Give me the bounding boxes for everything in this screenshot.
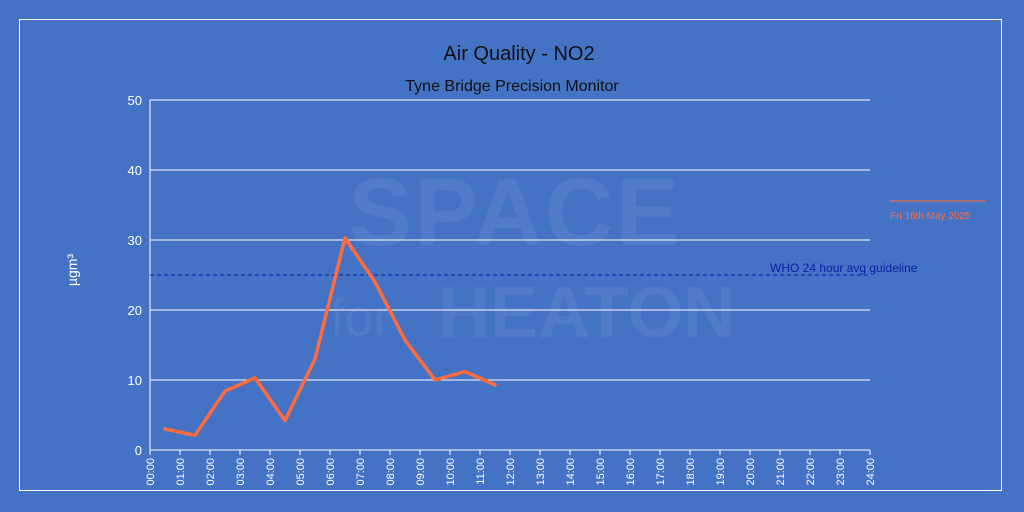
chart-subtitle: Tyne Bridge Precision Monitor xyxy=(405,78,619,95)
x-tick-label: 18:00 xyxy=(685,458,697,486)
series-line xyxy=(163,236,497,438)
watermark-line1: SPACE xyxy=(348,159,682,266)
y-tick-label: 30 xyxy=(128,233,142,248)
x-tick-label: 00:00 xyxy=(145,458,157,486)
who-guideline-label: WHO 24 hour avg guideline xyxy=(770,261,918,275)
x-tick-label: 14:00 xyxy=(565,458,577,486)
data-point xyxy=(373,280,377,284)
x-tick-label: 03:00 xyxy=(235,458,247,486)
x-tick-label: 08:00 xyxy=(385,458,397,486)
x-tick-label: 07:00 xyxy=(355,458,367,486)
x-tick-label: 17:00 xyxy=(655,458,667,486)
watermark-line2a: for xyxy=(330,289,391,347)
data-point xyxy=(403,338,407,342)
gridlines xyxy=(150,99,870,381)
data-point xyxy=(223,389,227,393)
x-tick-label: 02:00 xyxy=(205,458,217,486)
data-point xyxy=(283,419,287,423)
y-tick-label: 0 xyxy=(135,443,142,458)
y-axis-ticks: 0 10 20 30 40 50 xyxy=(128,93,142,458)
data-point xyxy=(193,433,197,437)
x-tick-label: 19:00 xyxy=(715,458,727,486)
series-layer xyxy=(163,236,497,438)
data-point xyxy=(313,357,317,361)
legend-label: Fri 16th May 2025 xyxy=(890,211,971,222)
data-point xyxy=(493,383,497,387)
x-tick-label: 23:00 xyxy=(835,458,847,486)
data-point xyxy=(253,376,257,380)
data-point xyxy=(343,236,347,240)
x-tick-label: 21:00 xyxy=(775,458,787,486)
x-tick-label: 15:00 xyxy=(595,458,607,486)
x-tick-label: 12:00 xyxy=(505,458,517,486)
x-tick-label: 09:00 xyxy=(415,458,427,486)
chart-frame xyxy=(19,19,1002,491)
x-tick-label: 05:00 xyxy=(295,458,307,486)
chart-title: Air Quality - NO2 xyxy=(443,43,594,65)
x-tick-label: 11:00 xyxy=(475,458,487,485)
y-tick-label: 10 xyxy=(128,373,142,388)
watermark-line2b: HEATON xyxy=(438,273,735,353)
x-tick-label: 01:00 xyxy=(175,458,187,486)
reference-lines: WHO 24 hour avg guideline xyxy=(150,261,918,276)
x-axis: 00:00 01:00 02:00 03:00 04:00 05:00 06:00 07:00… xyxy=(145,100,877,486)
data-point xyxy=(433,378,437,382)
x-tick-label: 13:00 xyxy=(535,458,547,486)
data-point xyxy=(163,427,167,431)
x-tick-label: 16:00 xyxy=(625,458,637,486)
x-tick-label: 20:00 xyxy=(745,458,757,486)
x-tick-label: 22:00 xyxy=(805,458,817,486)
x-tick-label: 24:00 xyxy=(865,458,877,486)
x-tick-label: 04:00 xyxy=(265,458,277,486)
y-tick-label: 50 xyxy=(128,93,142,108)
y-tick-label: 40 xyxy=(128,163,142,178)
x-tick-label: 06:00 xyxy=(325,458,337,486)
data-point xyxy=(463,370,467,374)
x-tick-label: 10:00 xyxy=(445,458,457,486)
y-tick-label: 20 xyxy=(128,303,142,318)
legend: Fri 16th May 2025 xyxy=(890,200,985,222)
y-axis-label: µgm³ xyxy=(64,254,80,287)
watermark-logo: SPACE for HEATON xyxy=(330,159,735,353)
